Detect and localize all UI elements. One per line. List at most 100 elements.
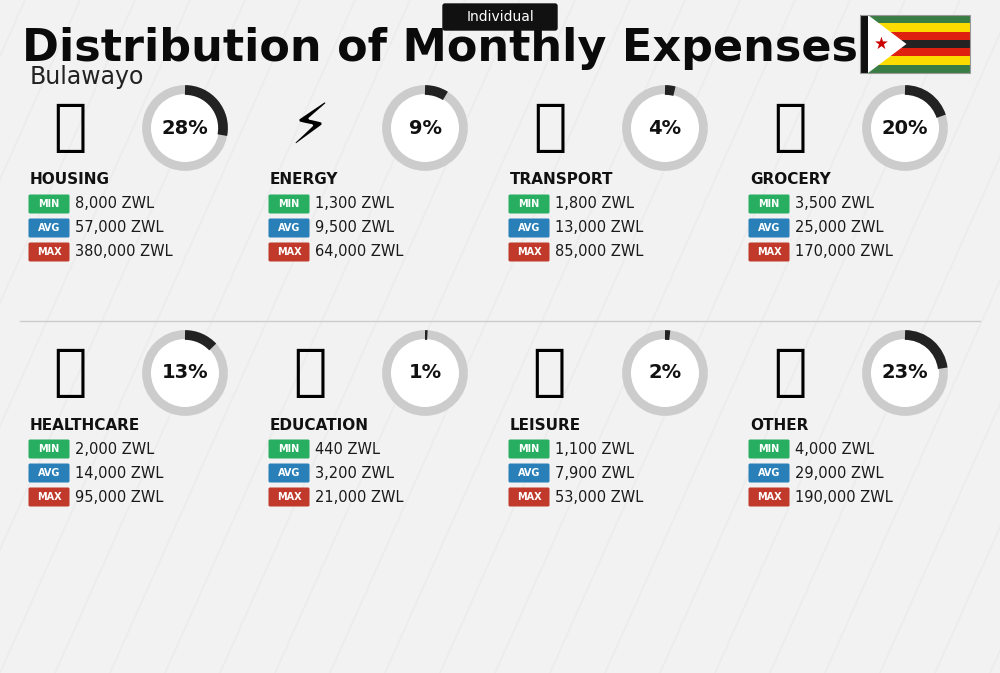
FancyBboxPatch shape (509, 242, 550, 262)
Text: 1,800 ZWL: 1,800 ZWL (555, 197, 634, 211)
FancyBboxPatch shape (268, 242, 310, 262)
Text: EDUCATION: EDUCATION (270, 417, 369, 433)
Text: MIN: MIN (278, 444, 300, 454)
Text: 🫀: 🫀 (53, 346, 87, 400)
Text: 💰: 💰 (773, 346, 807, 400)
Text: MIN: MIN (758, 199, 780, 209)
FancyBboxPatch shape (748, 487, 790, 507)
FancyBboxPatch shape (509, 194, 550, 213)
Text: HOUSING: HOUSING (30, 172, 110, 188)
Text: 95,000 ZWL: 95,000 ZWL (75, 489, 163, 505)
Text: MAX: MAX (277, 247, 301, 257)
Text: AVG: AVG (38, 468, 60, 478)
FancyBboxPatch shape (509, 219, 550, 238)
Bar (860, 48, 970, 57)
Text: Individual: Individual (466, 10, 534, 24)
Text: 🎓: 🎓 (293, 346, 327, 400)
Bar (860, 15, 970, 73)
FancyBboxPatch shape (28, 487, 70, 507)
Circle shape (391, 339, 459, 407)
Text: MAX: MAX (517, 247, 541, 257)
Text: 🚌: 🚌 (533, 101, 567, 155)
Bar (860, 15, 970, 24)
Text: OTHER: OTHER (750, 417, 808, 433)
Text: 3,200 ZWL: 3,200 ZWL (315, 466, 394, 481)
Text: AVG: AVG (758, 223, 780, 233)
FancyBboxPatch shape (28, 439, 70, 458)
Text: 🏢: 🏢 (53, 101, 87, 155)
FancyBboxPatch shape (748, 464, 790, 483)
Text: 1,100 ZWL: 1,100 ZWL (555, 441, 634, 456)
Text: 1,300 ZWL: 1,300 ZWL (315, 197, 394, 211)
Text: MIN: MIN (38, 199, 60, 209)
Text: 57,000 ZWL: 57,000 ZWL (75, 221, 164, 236)
Text: ENERGY: ENERGY (270, 172, 338, 188)
Circle shape (631, 339, 699, 407)
Text: 23%: 23% (882, 363, 928, 382)
Text: 190,000 ZWL: 190,000 ZWL (795, 489, 893, 505)
Text: AVG: AVG (518, 223, 540, 233)
Circle shape (391, 94, 459, 162)
Text: 28%: 28% (162, 118, 208, 137)
Bar (860, 40, 970, 48)
FancyBboxPatch shape (28, 219, 70, 238)
Circle shape (871, 94, 939, 162)
Text: MAX: MAX (37, 247, 61, 257)
Text: MIN: MIN (758, 444, 780, 454)
Text: GROCERY: GROCERY (750, 172, 831, 188)
Text: 🛍️: 🛍️ (533, 346, 567, 400)
Text: MAX: MAX (277, 492, 301, 502)
Text: MAX: MAX (517, 492, 541, 502)
FancyBboxPatch shape (748, 194, 790, 213)
Circle shape (151, 94, 219, 162)
Text: 380,000 ZWL: 380,000 ZWL (75, 244, 173, 260)
Text: MAX: MAX (757, 247, 781, 257)
Text: LEISURE: LEISURE (510, 417, 581, 433)
Bar (860, 15, 868, 73)
Text: ⚡: ⚡ (290, 101, 330, 155)
FancyBboxPatch shape (509, 487, 550, 507)
FancyBboxPatch shape (268, 194, 310, 213)
Text: 29,000 ZWL: 29,000 ZWL (795, 466, 884, 481)
Text: 13%: 13% (162, 363, 208, 382)
Text: 53,000 ZWL: 53,000 ZWL (555, 489, 643, 505)
FancyBboxPatch shape (28, 464, 70, 483)
FancyBboxPatch shape (28, 242, 70, 262)
Text: MAX: MAX (757, 492, 781, 502)
Text: MIN: MIN (278, 199, 300, 209)
Circle shape (871, 339, 939, 407)
FancyBboxPatch shape (268, 464, 310, 483)
FancyBboxPatch shape (443, 4, 557, 30)
Polygon shape (868, 15, 906, 73)
Text: 7,900 ZWL: 7,900 ZWL (555, 466, 634, 481)
Bar (860, 57, 970, 65)
Text: 2,000 ZWL: 2,000 ZWL (75, 441, 154, 456)
Text: HEALTHCARE: HEALTHCARE (30, 417, 140, 433)
Text: 14,000 ZWL: 14,000 ZWL (75, 466, 163, 481)
Text: 1%: 1% (408, 363, 442, 382)
Text: AVG: AVG (758, 468, 780, 478)
Bar (860, 32, 970, 40)
Text: 4%: 4% (648, 118, 682, 137)
Text: AVG: AVG (518, 468, 540, 478)
Text: 9%: 9% (409, 118, 442, 137)
Text: 🛒: 🛒 (773, 101, 807, 155)
Text: 440 ZWL: 440 ZWL (315, 441, 380, 456)
FancyBboxPatch shape (509, 464, 550, 483)
Text: MIN: MIN (518, 199, 540, 209)
Text: 4,000 ZWL: 4,000 ZWL (795, 441, 874, 456)
Text: Bulawayo: Bulawayo (30, 65, 144, 89)
Text: 170,000 ZWL: 170,000 ZWL (795, 244, 893, 260)
FancyBboxPatch shape (748, 439, 790, 458)
FancyBboxPatch shape (268, 487, 310, 507)
FancyBboxPatch shape (268, 219, 310, 238)
Text: 64,000 ZWL: 64,000 ZWL (315, 244, 403, 260)
Text: 8,000 ZWL: 8,000 ZWL (75, 197, 154, 211)
Text: AVG: AVG (278, 468, 300, 478)
Text: AVG: AVG (38, 223, 60, 233)
Text: Distribution of Monthly Expenses: Distribution of Monthly Expenses (22, 26, 858, 69)
Bar (860, 24, 970, 32)
Text: 3,500 ZWL: 3,500 ZWL (795, 197, 874, 211)
Text: TRANSPORT: TRANSPORT (510, 172, 614, 188)
Text: MIN: MIN (518, 444, 540, 454)
